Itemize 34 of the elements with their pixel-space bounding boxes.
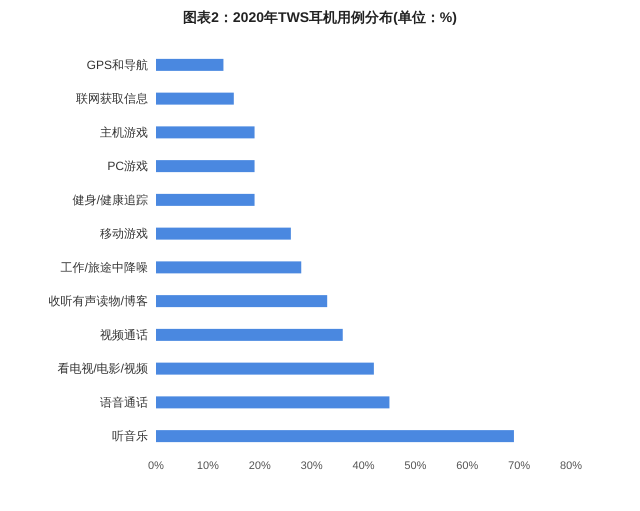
bar <box>156 396 390 408</box>
y-tick-label: 联网获取信息 <box>76 92 148 106</box>
x-tick-label: 30% <box>300 460 323 472</box>
bar <box>156 362 374 375</box>
x-tick-label: 60% <box>456 460 478 472</box>
y-tick-label: PC游戏 <box>107 159 148 174</box>
y-tick-label: GPS和导航 <box>86 58 148 72</box>
bar <box>156 430 514 442</box>
x-tick-label: 50% <box>404 460 427 472</box>
y-tick-label: 主机游戏 <box>100 125 148 140</box>
bar <box>156 160 255 172</box>
bar <box>156 58 224 71</box>
y-tick-label: 听音乐 <box>112 429 148 444</box>
bar <box>156 295 328 308</box>
bar <box>156 194 255 206</box>
chart-title: 图表2：2020年TWS耳机用例分布(单位：%) <box>183 9 457 25</box>
y-tick-label: 收听有声读物/博客 <box>48 294 148 308</box>
y-tick-label: 工作/旅途中降噪 <box>60 260 148 274</box>
bar <box>156 328 343 341</box>
bar <box>156 261 302 274</box>
y-tick-label: 视频通话 <box>100 328 148 342</box>
x-tick-label: 0% <box>148 460 164 472</box>
x-tick-label: 70% <box>508 460 530 472</box>
bar <box>156 228 291 240</box>
y-tick-label: 看电视/电影/视频 <box>57 362 148 376</box>
y-tick-label: 语音通话 <box>100 395 148 410</box>
bar <box>156 92 234 105</box>
bar <box>156 126 255 138</box>
x-tick-label: 80% <box>560 460 582 472</box>
y-tick-label: 移动游戏 <box>100 226 148 241</box>
x-tick-label: 10% <box>196 460 220 472</box>
y-tick-label: 健身/健康追踪 <box>72 192 148 207</box>
x-tick-label: 40% <box>352 460 375 472</box>
x-tick-label: 20% <box>248 460 271 472</box>
